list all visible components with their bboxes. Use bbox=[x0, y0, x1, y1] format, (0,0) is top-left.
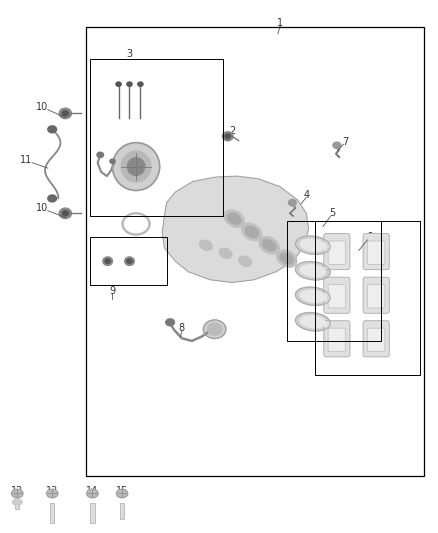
Ellipse shape bbox=[245, 227, 258, 238]
Text: 3: 3 bbox=[127, 49, 133, 59]
Text: 8: 8 bbox=[179, 322, 185, 333]
Ellipse shape bbox=[127, 82, 132, 86]
FancyBboxPatch shape bbox=[363, 233, 389, 270]
Ellipse shape bbox=[276, 250, 297, 267]
FancyBboxPatch shape bbox=[328, 328, 346, 352]
Ellipse shape bbox=[125, 257, 134, 265]
Ellipse shape bbox=[121, 151, 151, 182]
Ellipse shape bbox=[59, 108, 71, 119]
Ellipse shape bbox=[87, 489, 98, 498]
Ellipse shape bbox=[110, 159, 115, 164]
Ellipse shape bbox=[225, 134, 230, 139]
Bar bbox=[86, 27, 424, 477]
Text: 10: 10 bbox=[36, 203, 48, 213]
Ellipse shape bbox=[208, 324, 222, 335]
Ellipse shape bbox=[59, 208, 71, 219]
Ellipse shape bbox=[262, 240, 276, 251]
Ellipse shape bbox=[228, 213, 241, 224]
FancyBboxPatch shape bbox=[324, 233, 350, 270]
Bar bbox=[90, 503, 95, 523]
Ellipse shape bbox=[138, 82, 143, 86]
Ellipse shape bbox=[280, 253, 293, 264]
FancyBboxPatch shape bbox=[363, 277, 389, 313]
Ellipse shape bbox=[105, 259, 110, 263]
Ellipse shape bbox=[300, 290, 325, 302]
Ellipse shape bbox=[300, 265, 325, 277]
Ellipse shape bbox=[199, 240, 212, 251]
Text: 14: 14 bbox=[86, 486, 99, 496]
Ellipse shape bbox=[223, 132, 233, 141]
Ellipse shape bbox=[166, 319, 174, 326]
Ellipse shape bbox=[224, 210, 244, 228]
Ellipse shape bbox=[333, 142, 341, 149]
Ellipse shape bbox=[62, 111, 68, 116]
Bar bbox=[120, 503, 124, 519]
Ellipse shape bbox=[97, 152, 103, 158]
Text: 7: 7 bbox=[343, 136, 349, 147]
Ellipse shape bbox=[300, 239, 325, 251]
Ellipse shape bbox=[127, 259, 132, 263]
Text: 12: 12 bbox=[11, 486, 24, 496]
FancyBboxPatch shape bbox=[363, 321, 389, 357]
Ellipse shape bbox=[117, 489, 128, 498]
Text: 13: 13 bbox=[46, 486, 58, 496]
Ellipse shape bbox=[300, 316, 325, 328]
Ellipse shape bbox=[113, 143, 159, 190]
FancyBboxPatch shape bbox=[367, 285, 385, 308]
Ellipse shape bbox=[12, 489, 23, 498]
Ellipse shape bbox=[116, 82, 121, 86]
Ellipse shape bbox=[103, 257, 113, 265]
Text: 4: 4 bbox=[303, 190, 309, 200]
Ellipse shape bbox=[296, 262, 330, 280]
Ellipse shape bbox=[62, 211, 68, 216]
Ellipse shape bbox=[203, 320, 226, 338]
Ellipse shape bbox=[296, 236, 330, 254]
Ellipse shape bbox=[219, 248, 232, 259]
Ellipse shape bbox=[48, 195, 57, 202]
Ellipse shape bbox=[46, 489, 58, 498]
Text: 15: 15 bbox=[116, 486, 128, 496]
Ellipse shape bbox=[127, 158, 145, 175]
FancyBboxPatch shape bbox=[328, 241, 346, 264]
Bar bbox=[90, 59, 223, 216]
Ellipse shape bbox=[259, 237, 279, 254]
Bar bbox=[50, 503, 54, 523]
Text: 1: 1 bbox=[277, 18, 283, 28]
Text: 6: 6 bbox=[367, 232, 373, 243]
Ellipse shape bbox=[288, 199, 296, 206]
FancyBboxPatch shape bbox=[328, 285, 346, 308]
Ellipse shape bbox=[12, 499, 22, 505]
Text: 10: 10 bbox=[36, 102, 48, 112]
Ellipse shape bbox=[296, 312, 330, 331]
Ellipse shape bbox=[48, 126, 57, 133]
Bar bbox=[15, 503, 19, 510]
Ellipse shape bbox=[239, 256, 251, 266]
FancyBboxPatch shape bbox=[324, 277, 350, 313]
Bar bbox=[90, 237, 166, 285]
FancyBboxPatch shape bbox=[324, 321, 350, 357]
Text: 5: 5 bbox=[329, 208, 336, 219]
Ellipse shape bbox=[296, 287, 330, 305]
FancyBboxPatch shape bbox=[367, 241, 385, 264]
FancyBboxPatch shape bbox=[367, 328, 385, 352]
Bar bbox=[315, 221, 420, 375]
Polygon shape bbox=[162, 176, 308, 282]
Text: 11: 11 bbox=[20, 155, 32, 165]
Ellipse shape bbox=[242, 223, 262, 240]
Text: 2: 2 bbox=[229, 126, 235, 136]
Text: 9: 9 bbox=[109, 286, 115, 296]
Bar bbox=[287, 221, 381, 341]
